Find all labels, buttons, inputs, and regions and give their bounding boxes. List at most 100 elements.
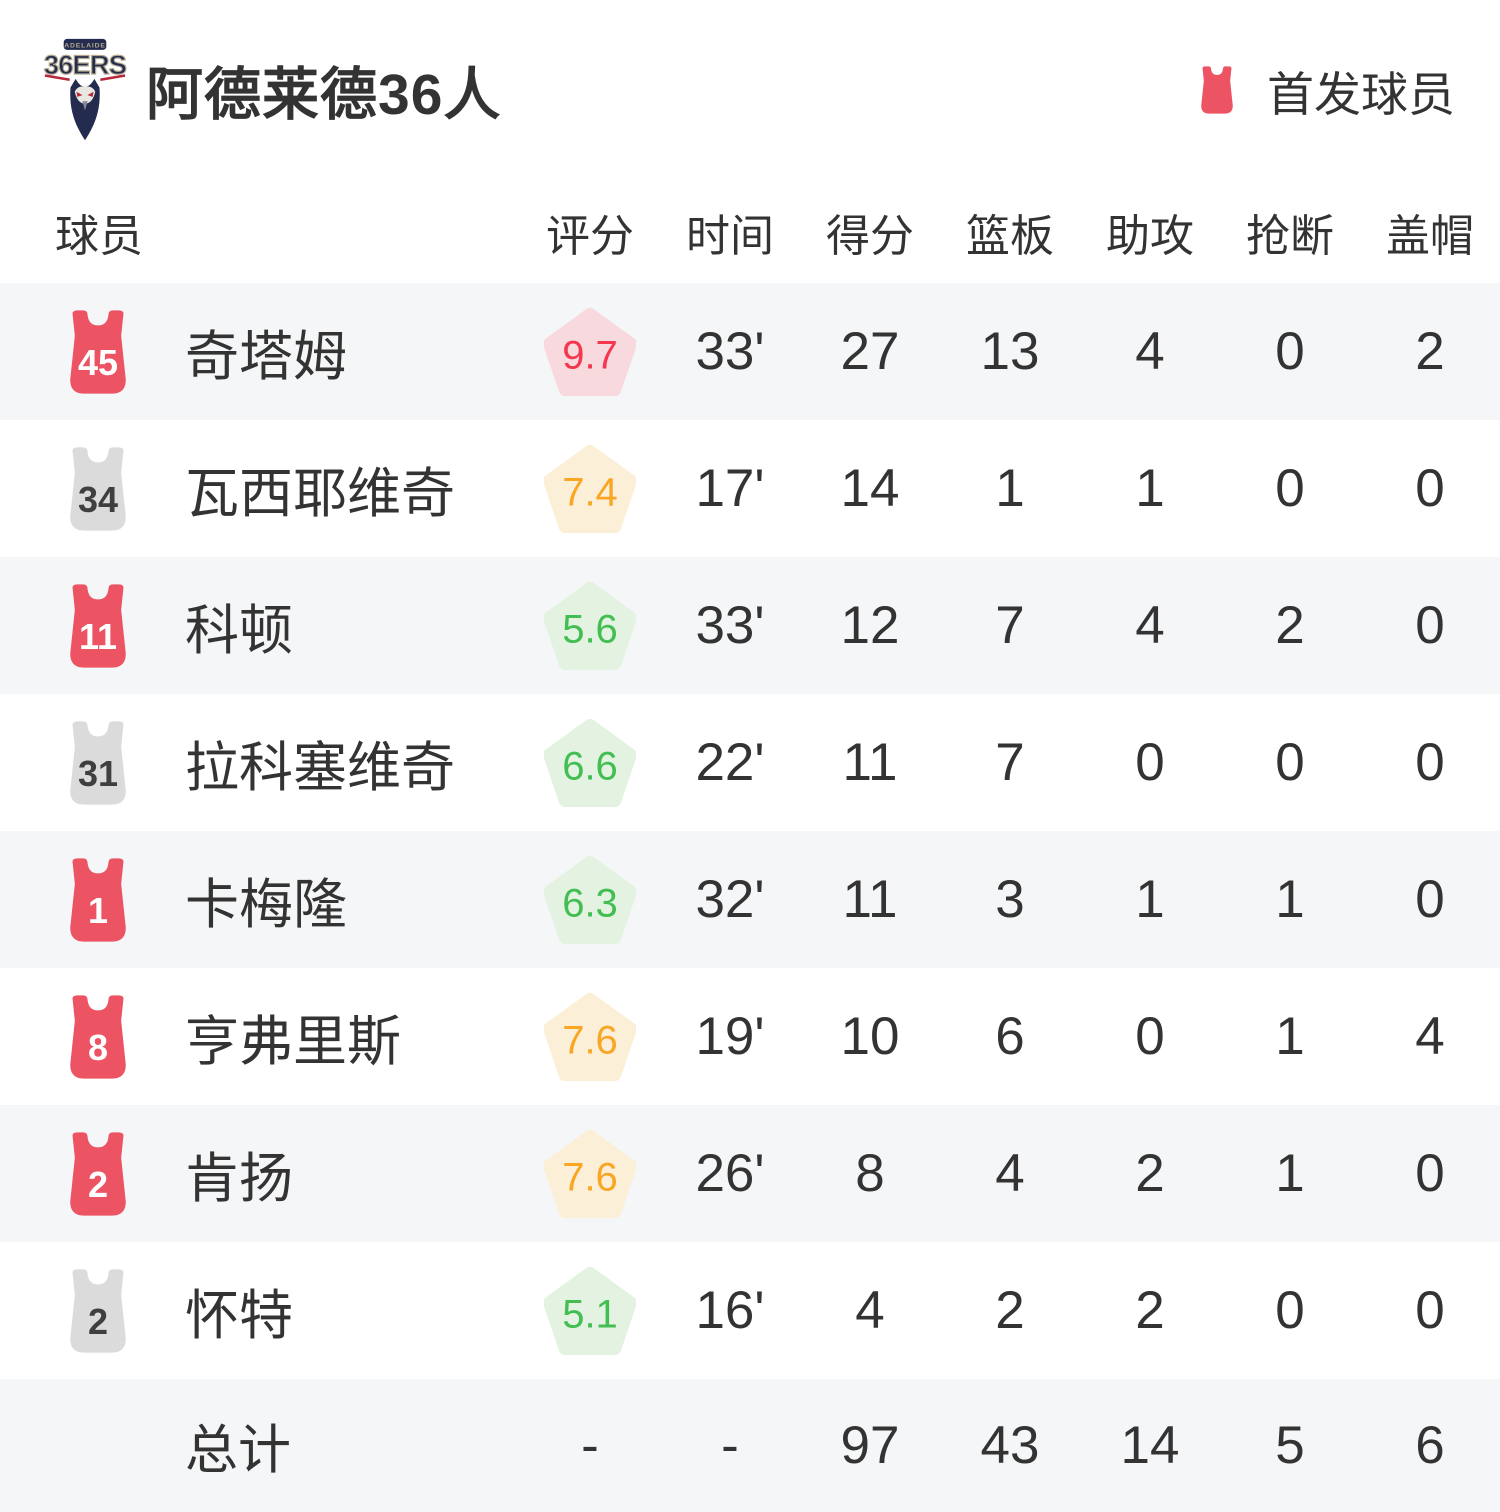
steals-value: 1 — [1275, 870, 1305, 929]
jersey-number: 2 — [87, 1163, 109, 1205]
totals-label: 总计 — [185, 1420, 291, 1480]
steals-value: 0 — [1275, 459, 1305, 518]
jersey-icon: 1 — [60, 856, 136, 944]
steals-value: 0 — [1275, 1281, 1305, 1340]
blocks-value: 0 — [1415, 733, 1445, 792]
column-header-rating: 评分 — [546, 211, 634, 261]
rating-badge: 5.6 — [544, 580, 636, 672]
player-name: 瓦西耶维奇 — [185, 464, 455, 524]
rating-badge: 6.6 — [544, 717, 636, 809]
totals-assists: 14 — [1120, 1416, 1180, 1475]
assists-value: 0 — [1135, 733, 1165, 792]
steals-value: 2 — [1275, 596, 1305, 655]
player-row[interactable]: 2 怀特 5.1 16' 4 2 2 0 0 — [0, 1242, 1500, 1379]
player-name: 怀特 — [185, 1286, 293, 1346]
player-row[interactable]: 11 科顿 5.6 33' 12 7 4 2 0 — [0, 557, 1500, 694]
time-value: 19' — [695, 1007, 765, 1066]
column-header-time: 时间 — [686, 211, 774, 261]
player-row[interactable]: 45 奇塔姆 9.7 33' 27 13 4 0 2 — [0, 283, 1500, 420]
time-value: 16' — [695, 1281, 765, 1340]
column-header-player: 球员 — [55, 211, 143, 261]
points-value: 12 — [840, 596, 900, 655]
player-name: 肯扬 — [185, 1149, 293, 1209]
points-value: 11 — [842, 733, 898, 792]
totals-steals: 5 — [1275, 1416, 1305, 1475]
player-row[interactable]: 31 拉科塞维奇 6.6 22' 11 7 0 0 0 — [0, 694, 1500, 831]
player-row[interactable]: 34 瓦西耶维奇 7.4 17' 14 1 1 0 0 — [0, 420, 1500, 557]
totals-row: 总计 - - 97 43 14 5 6 — [0, 1379, 1500, 1512]
player-row[interactable]: 2 肯扬 7.6 26' 8 4 2 1 0 — [0, 1105, 1500, 1242]
rebounds-value: 1 — [995, 459, 1025, 518]
blocks-value: 2 — [1415, 322, 1445, 381]
totals-rebounds: 43 — [980, 1416, 1040, 1475]
assists-value: 2 — [1135, 1144, 1165, 1203]
jersey-icon: 45 — [60, 308, 136, 396]
rating-badge: 5.1 — [544, 1265, 636, 1357]
points-value: 10 — [840, 1007, 900, 1066]
rating-badge: 9.7 — [544, 306, 636, 398]
jersey-number: 31 — [77, 752, 119, 794]
player-row[interactable]: 1 卡梅隆 6.3 32' 11 3 1 1 0 — [0, 831, 1500, 968]
points-value: 8 — [855, 1144, 885, 1203]
jersey-icon: 2 — [60, 1130, 136, 1218]
blocks-value: 4 — [1415, 1007, 1445, 1066]
time-value: 33' — [695, 322, 765, 381]
column-header-points: 得分 — [826, 211, 914, 261]
team-logo-icon: ADELAIDE 36ERS — [43, 38, 128, 141]
rating-badge: 7.6 — [544, 991, 636, 1083]
column-header-rebounds: 篮板 — [966, 211, 1054, 261]
player-row[interactable]: 8 亨弗里斯 7.6 19' 10 6 0 1 4 — [0, 968, 1500, 1105]
player-name: 科顿 — [185, 601, 293, 661]
points-value: 11 — [842, 870, 898, 929]
rating-badge: 7.4 — [544, 443, 636, 535]
blocks-value: 0 — [1415, 870, 1445, 929]
totals-blocks: 6 — [1415, 1416, 1445, 1475]
rebounds-value: 2 — [995, 1281, 1025, 1340]
points-value: 14 — [840, 459, 900, 518]
starter-jersey-icon — [1193, 65, 1241, 115]
time-value: 22' — [695, 733, 765, 792]
player-name: 拉科塞维奇 — [185, 738, 455, 798]
points-value: 27 — [840, 322, 900, 381]
jersey-icon: 2 — [60, 1267, 136, 1355]
jersey-number: 34 — [77, 478, 119, 520]
column-header-blocks: 盖帽 — [1386, 211, 1474, 261]
totals-points: 97 — [840, 1416, 900, 1475]
blocks-value: 0 — [1415, 1144, 1445, 1203]
time-value: 33' — [695, 596, 765, 655]
rebounds-value: 13 — [980, 322, 1040, 381]
rebounds-value: 7 — [995, 733, 1025, 792]
header: ADELAIDE 36ERS 阿德莱德36人 首发球员 — [0, 0, 1500, 180]
steals-value: 0 — [1275, 322, 1305, 381]
rebounds-value: 6 — [995, 1007, 1025, 1066]
rating-badge: 6.3 — [544, 854, 636, 946]
assists-value: 1 — [1135, 459, 1165, 518]
jersey-number: 1 — [87, 889, 109, 931]
assists-value: 1 — [1135, 870, 1165, 929]
jersey-icon: 31 — [60, 719, 136, 807]
player-name: 奇塔姆 — [185, 327, 347, 387]
jersey-number: 45 — [77, 341, 119, 383]
starter-legend-label: 首发球员 — [1267, 67, 1455, 121]
totals-rating: - — [581, 1416, 599, 1475]
assists-value: 4 — [1135, 322, 1165, 381]
time-value: 17' — [695, 459, 765, 518]
jersey-icon: 11 — [60, 582, 136, 670]
blocks-value: 0 — [1415, 1281, 1445, 1340]
rebounds-value: 3 — [995, 870, 1025, 929]
jersey-number: 2 — [87, 1300, 109, 1342]
blocks-value: 0 — [1415, 459, 1445, 518]
steals-value: 0 — [1275, 733, 1305, 792]
rating-badge: 7.6 — [544, 1128, 636, 1220]
rebounds-value: 7 — [995, 596, 1025, 655]
assists-value: 4 — [1135, 596, 1165, 655]
player-table: 45 奇塔姆 9.7 33' 27 13 4 0 2 34 瓦西耶维奇 7.4 … — [0, 283, 1500, 1379]
steals-value: 1 — [1275, 1007, 1305, 1066]
assists-value: 2 — [1135, 1281, 1165, 1340]
table-header-row: 球员 评分 时间 得分 篮板 助攻 抢断 盖帽 — [0, 180, 1500, 283]
points-value: 4 — [855, 1281, 885, 1340]
time-value: 26' — [695, 1144, 765, 1203]
page-title: 阿德莱德36人 — [146, 63, 502, 127]
starter-legend: 首发球员 — [1193, 56, 1455, 125]
steals-value: 1 — [1275, 1144, 1305, 1203]
